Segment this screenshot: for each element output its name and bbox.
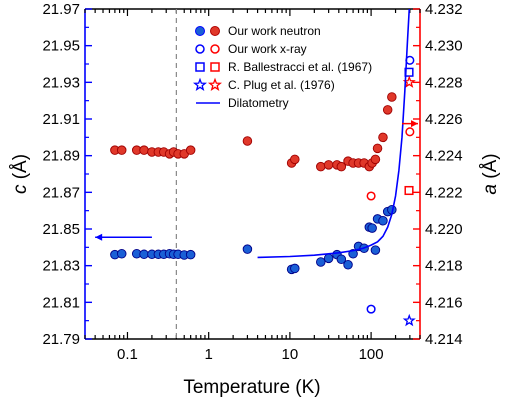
series-1-filled-circle-point-16 (323, 160, 334, 170)
right-tick-label-7: 4.228 (425, 74, 463, 91)
series-0-filled-circle-point-14 (290, 263, 300, 274)
left-tick-label-9: 21.97 (42, 1, 80, 18)
x-axis-ticks: 0.1 1 10 100 (84, 9, 421, 363)
right-tick-label-8: 4.230 (425, 38, 463, 55)
right-tick-label-1: 4.216 (425, 294, 463, 311)
legend-label-plug: C. Plug et al. (1976) (228, 78, 335, 92)
y-left-axis-title: c (Å) (10, 154, 31, 194)
arrow-right-head (411, 120, 418, 128)
legend-label-dilatometry: Dilatometry (228, 96, 289, 110)
series-1-filled-circle-point-1 (116, 145, 127, 155)
legend-marker-neutron-blue (195, 26, 205, 36)
right-tick-label-0: 4.214 (425, 331, 463, 348)
legend-label-xray: Our work x-ray (228, 42, 307, 56)
left-tick-label-0: 21.79 (42, 331, 80, 348)
series-0-filled-circle-point-24 (367, 223, 377, 233)
series-5-open-square-point-0 (404, 185, 414, 196)
series-1-filled-circle-point-25 (370, 154, 381, 165)
series-0-filled-circle-point-12 (242, 244, 253, 254)
series-1-filled-circle-point-27 (378, 132, 388, 143)
legend: Our work neutron Our work x-ray R. Balle… (192, 24, 372, 110)
arrow-left-head (95, 233, 103, 241)
series-1-filled-circle-point-15 (316, 161, 326, 172)
legend-marker-xray-blue (195, 44, 205, 54)
legend-label-ballestracci: R. Ballestracci et al. (1967) (228, 60, 372, 74)
right-axis-ticks: 4.214 4.216 4.218 4.220 4.222 4.224 4.226 4.228… (413, 1, 463, 348)
legend-label-neutron: Our work neutron (228, 24, 321, 38)
series-1-filled-circle-point-11 (185, 145, 196, 155)
series-0-filled-circle-point-11 (185, 249, 196, 260)
series-1-filled-circle-point-28 (382, 105, 393, 115)
left-tick-label-4: 21.87 (42, 184, 80, 201)
series-0-filled-circle-point-16 (323, 253, 334, 264)
x-tick-label-1: 1 (205, 346, 213, 363)
plot-area (110, 9, 416, 327)
left-tick-label-1: 21.81 (42, 294, 80, 311)
left-tick-label-8: 21.95 (42, 38, 80, 55)
legend-marker-plug-blue (192, 77, 208, 91)
series-0-filled-circle-point-19 (343, 260, 353, 270)
left-tick-label-6: 21.91 (42, 111, 80, 128)
x-tick-label-2: 10 (282, 346, 299, 363)
series-1-filled-circle-point-26 (372, 143, 383, 154)
right-tick-label-4: 4.222 (425, 184, 463, 201)
series-1-filled-circle-point-12 (242, 136, 253, 146)
series-1-filled-circle-point-18 (336, 161, 347, 172)
x-tick-label-0: 0.1 (117, 346, 138, 363)
series-1-filled-circle-point-29 (387, 92, 397, 102)
left-tick-label-7: 21.93 (42, 74, 80, 91)
left-tick-label-2: 21.83 (42, 258, 80, 275)
series-0-filled-circle-point-27 (378, 215, 388, 226)
y-right-axis-title: a (Å) (480, 153, 501, 194)
left-tick-label-3: 21.85 (42, 221, 80, 238)
dilatometry-line (257, 9, 411, 259)
right-tick-label-5: 4.224 (425, 148, 463, 165)
x-tick-label-3: 100 (359, 346, 384, 363)
left-axis-ticks: 21.79 21.81 21.83 21.85 21.87 21.89 21.91 21.93… (42, 1, 92, 348)
series-0-filled-circle-point-1 (116, 248, 127, 259)
legend-marker-neutron-red (210, 26, 220, 36)
legend-marker-plug-red (207, 77, 223, 91)
right-tick-label-3: 4.220 (425, 221, 463, 238)
series-0-filled-circle-point-15 (316, 257, 326, 267)
left-tick-label-5: 21.89 (42, 148, 80, 165)
legend-marker-ballestracci-blue (195, 62, 205, 72)
legend-marker-ballestracci-red (210, 62, 220, 72)
right-tick-label-6: 4.226 (425, 111, 463, 128)
x-axis-title: Temperature (K) (183, 377, 320, 398)
series-0-filled-circle-point-3 (139, 249, 149, 260)
series-6-open-star-point-0 (402, 313, 416, 327)
series-0-filled-circle-point-18 (336, 254, 347, 264)
series-0-filled-circle-point-25 (370, 245, 381, 255)
legend-marker-xray-red (210, 44, 220, 54)
annotations (95, 120, 418, 241)
series-2-open-circle-point-0 (366, 304, 376, 314)
series-3-open-circle-point-0 (366, 191, 376, 201)
series-1-filled-circle-point-14 (290, 154, 300, 165)
right-tick-label-2: 4.218 (425, 258, 463, 275)
series-1-filled-circle-point-3 (139, 145, 149, 155)
right-tick-label-9: 4.232 (425, 1, 463, 18)
series-3-open-circle-point-1 (405, 127, 415, 137)
